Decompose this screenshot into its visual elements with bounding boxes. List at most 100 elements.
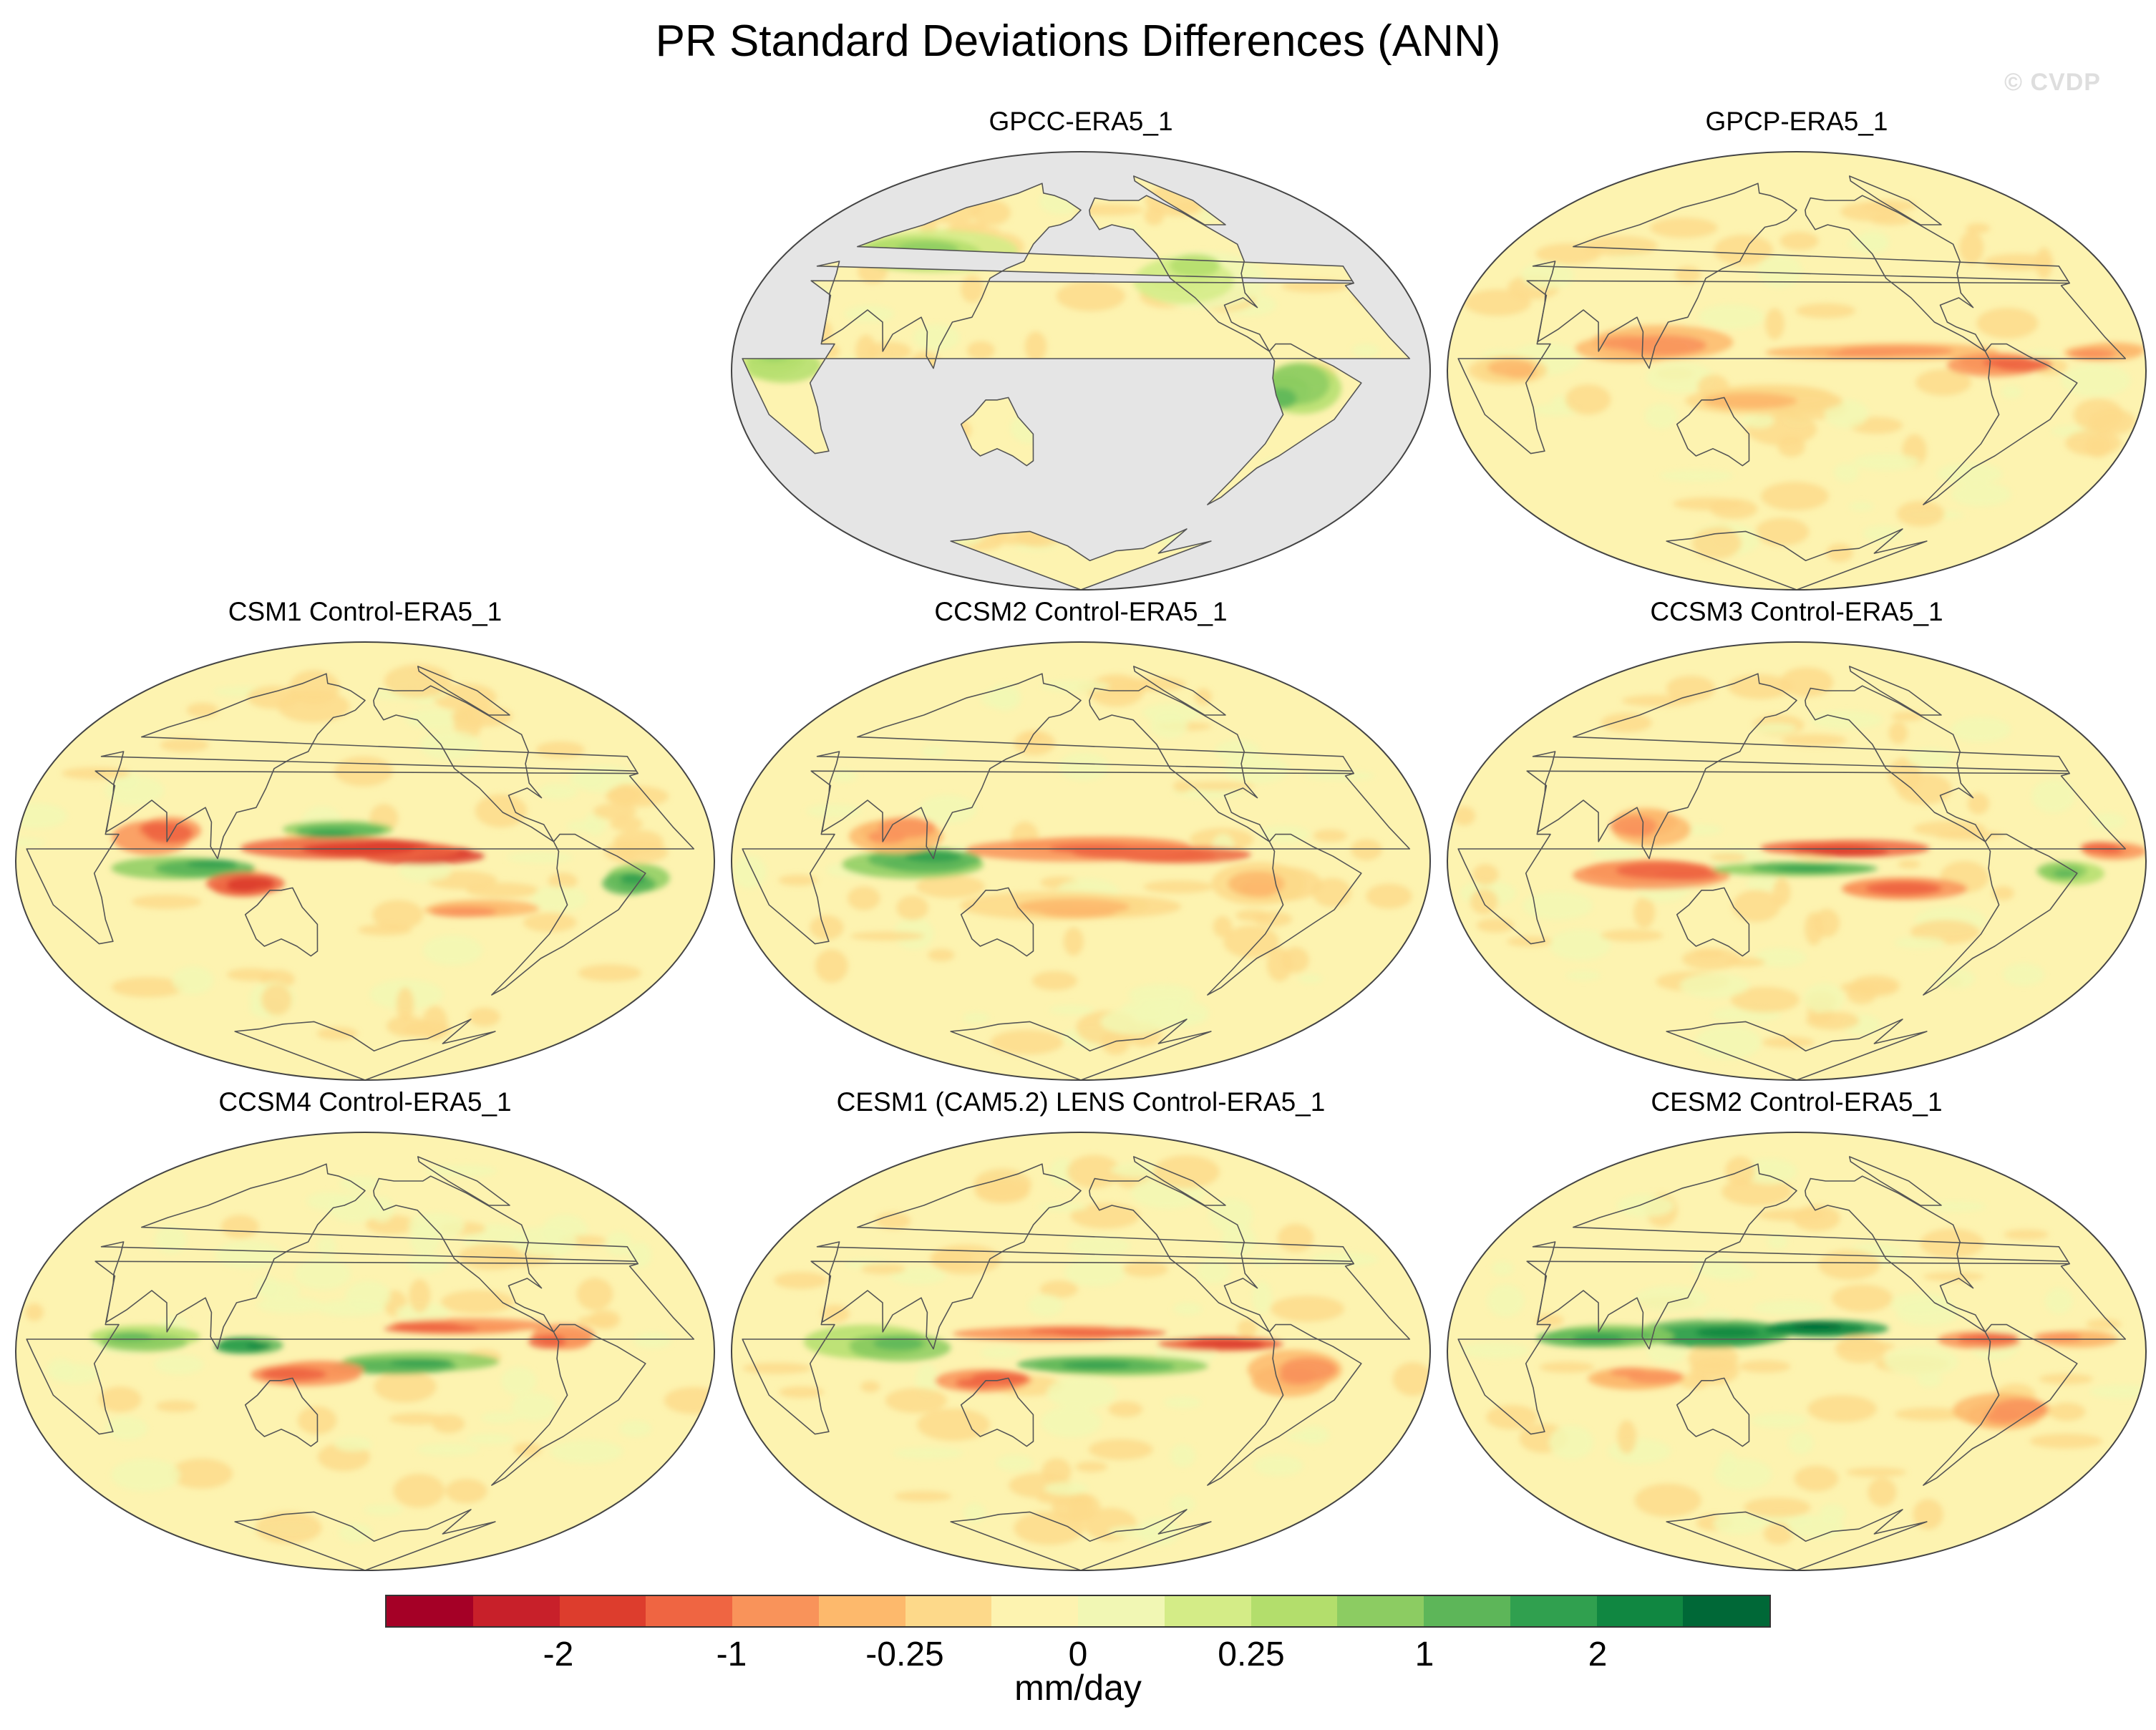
coastline bbox=[234, 1019, 496, 1080]
field-patch bbox=[1884, 1346, 1958, 1376]
field-patch bbox=[1699, 304, 1764, 329]
field-patch bbox=[512, 1227, 578, 1258]
world-map bbox=[731, 641, 1431, 1081]
field-patch bbox=[1209, 1198, 1253, 1233]
field-patch bbox=[25, 1303, 44, 1321]
field-patch bbox=[917, 1408, 990, 1441]
field-patch bbox=[1645, 403, 1678, 429]
field-patch bbox=[1894, 936, 1946, 949]
map-panel-gpcc: GPCC-ERA5_1 bbox=[730, 106, 1432, 600]
field-patch bbox=[1101, 1030, 1130, 1055]
field-patch bbox=[1732, 890, 1781, 922]
field-patch bbox=[186, 703, 218, 717]
anomaly-band bbox=[1826, 350, 1903, 358]
map-border bbox=[731, 151, 1431, 591]
field-patch bbox=[1277, 1223, 1314, 1253]
field-patch bbox=[963, 1012, 990, 1024]
field-patch bbox=[1286, 1431, 1324, 1442]
anomaly-band bbox=[1696, 1326, 1760, 1338]
field-patch bbox=[1923, 1272, 1985, 1281]
map-field bbox=[16, 1132, 714, 1570]
field-patch bbox=[480, 1412, 519, 1424]
field-patch bbox=[1056, 281, 1125, 311]
field-patch bbox=[1674, 266, 1701, 283]
coastline bbox=[1849, 175, 1942, 225]
field-patch bbox=[1870, 214, 1912, 225]
field-patch bbox=[1739, 1360, 1791, 1373]
map-border bbox=[15, 641, 715, 1081]
colorbar-swatch bbox=[1510, 1596, 1597, 1626]
field-patch bbox=[1634, 1483, 1701, 1517]
field-patch bbox=[1679, 1373, 1709, 1389]
coastline bbox=[1207, 343, 1362, 505]
field-patch bbox=[425, 1165, 497, 1177]
colorbar-swatch bbox=[472, 1596, 560, 1626]
field-patch bbox=[1453, 806, 1476, 826]
field-patch bbox=[1868, 1477, 1897, 1507]
field-patch bbox=[633, 1332, 672, 1348]
coastline bbox=[1666, 1509, 1928, 1570]
world-map bbox=[1447, 641, 2147, 1081]
field-patch bbox=[1539, 1361, 1595, 1373]
field-patch bbox=[1888, 721, 1908, 744]
coastline bbox=[1457, 770, 2127, 945]
field-patch bbox=[1215, 739, 1261, 762]
coastline bbox=[1923, 343, 2078, 505]
coastline bbox=[234, 1509, 496, 1570]
map-panel-ccsm2: CCSM2 Control-ERA5_1 bbox=[730, 596, 1432, 1090]
field-patch bbox=[334, 756, 393, 787]
field-patch bbox=[1128, 983, 1195, 1006]
coastline bbox=[244, 1377, 319, 1447]
field-patch bbox=[1266, 948, 1293, 981]
field-patch bbox=[432, 1414, 465, 1434]
coastline bbox=[950, 1509, 1212, 1570]
coastlines bbox=[1457, 666, 2127, 1080]
coastline bbox=[1849, 666, 1942, 716]
field-patch bbox=[1934, 830, 2004, 840]
coastline bbox=[417, 1156, 510, 1206]
field-patch bbox=[1938, 968, 1976, 988]
field-patch bbox=[1679, 973, 1749, 998]
field-patch bbox=[1744, 1497, 1811, 1518]
field-patch bbox=[971, 200, 1011, 225]
field-patch bbox=[1024, 331, 1047, 362]
field-patch bbox=[538, 783, 578, 800]
world-map bbox=[1447, 1132, 2147, 1571]
field-patch bbox=[1891, 711, 1924, 721]
colorbar-swatch bbox=[1164, 1596, 1251, 1626]
field-patch bbox=[1037, 1202, 1088, 1212]
field-patch bbox=[593, 803, 637, 820]
field-patch bbox=[52, 1363, 99, 1384]
field-patch bbox=[1298, 974, 1323, 983]
field-patch bbox=[1304, 771, 1375, 781]
field-patch bbox=[1804, 983, 1844, 1014]
map-border bbox=[1447, 1132, 2147, 1571]
field-patch bbox=[1592, 845, 1642, 860]
coastline bbox=[1457, 1260, 2127, 1435]
coastline bbox=[742, 770, 1411, 945]
field-patch bbox=[1252, 1281, 1272, 1313]
field-patch bbox=[548, 873, 578, 890]
field-patch bbox=[261, 984, 292, 1016]
field-patch bbox=[1565, 384, 1611, 415]
colorbar-swatch bbox=[991, 1596, 1078, 1626]
field-patch bbox=[423, 935, 482, 966]
field-patch bbox=[1713, 1512, 1764, 1535]
colorbar-swatch bbox=[559, 1596, 646, 1626]
field-patch bbox=[317, 1237, 336, 1258]
field-patch bbox=[1992, 886, 2014, 900]
field-patch bbox=[2029, 1433, 2103, 1449]
field-patch bbox=[1491, 1260, 1514, 1276]
field-patch bbox=[2045, 1288, 2073, 1314]
field-patch bbox=[1959, 231, 1984, 264]
coastlines bbox=[742, 175, 1411, 590]
field-patch bbox=[1608, 1439, 1671, 1464]
field-patch bbox=[1252, 1255, 1283, 1267]
field-patch bbox=[1692, 527, 1742, 559]
field-patch bbox=[774, 1271, 828, 1289]
field-patch bbox=[916, 875, 985, 898]
field-patch bbox=[1014, 1511, 1085, 1545]
field-patch bbox=[617, 843, 637, 862]
field-patch bbox=[1757, 254, 1802, 288]
field-patch bbox=[372, 900, 424, 930]
